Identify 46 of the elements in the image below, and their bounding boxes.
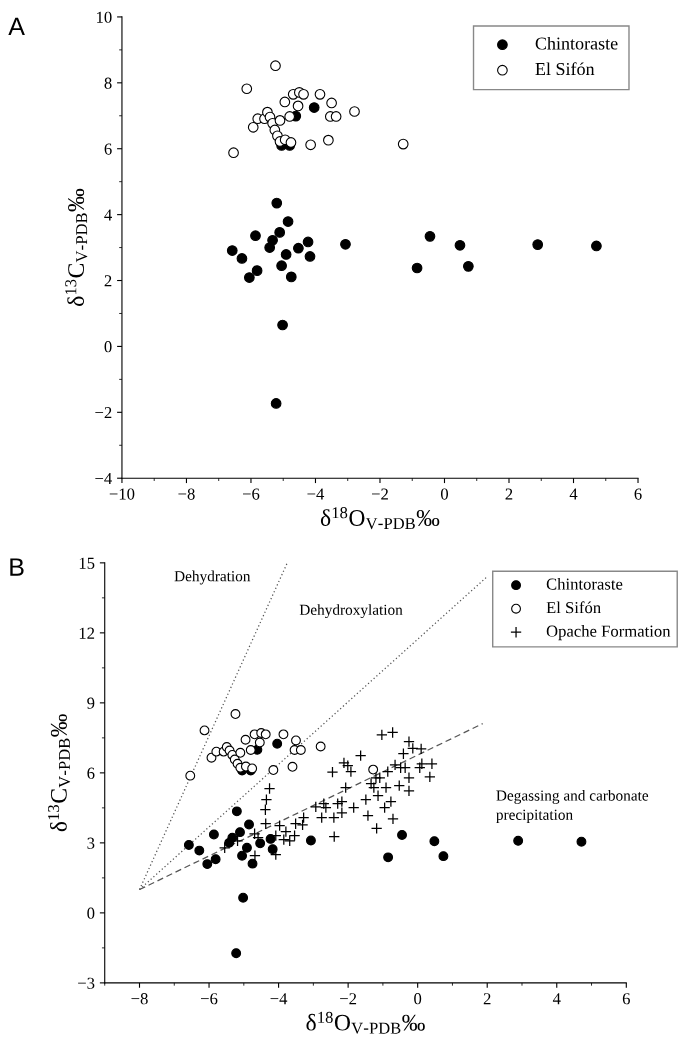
- x-axis-title: δ$^{18}$O$_{V-PDB}$‰: [306, 1011, 425, 1034]
- y-tick-label: 6: [104, 143, 112, 155]
- x-tick-label: −6: [201, 993, 218, 1005]
- x-axis-title: δ$^{18}$O$_{V-PDB}$‰: [320, 507, 440, 530]
- x-tick-label: −2: [340, 993, 357, 1005]
- y-axis-title: δ$^{13}$C$_{V-PDB}$‰: [65, 188, 88, 306]
- x-tick-label: −4: [270, 993, 288, 1005]
- y-tick-label: 8: [104, 77, 112, 89]
- y-axis-title: δ$^{13}$C$_{V-PDB}$‰: [48, 714, 71, 832]
- x-tick-label: 6: [622, 993, 630, 1005]
- x-tick-label: −2: [371, 488, 388, 500]
- y-tick-label: 6: [87, 767, 95, 779]
- y-tick-label: 4: [104, 209, 112, 221]
- chart-title: B: [10, 558, 24, 576]
- chart-title: A: [8, 17, 25, 36]
- y-tick-label: −4: [95, 473, 112, 484]
- legend-label: El Sifón: [546, 601, 601, 614]
- y-tick-label: 3: [87, 837, 95, 849]
- y-tick-label: −3: [78, 977, 95, 989]
- y-tick-label: 2: [104, 275, 112, 287]
- x-tick-label: 2: [505, 488, 513, 500]
- x-tick-label: 4: [569, 488, 578, 500]
- x-tick-label: 0: [440, 488, 449, 500]
- y-tick-label: 0: [104, 341, 112, 353]
- y-tick-label: 15: [79, 557, 95, 569]
- x-tick-label: −8: [178, 488, 195, 500]
- y-tick-label: 10: [97, 11, 112, 23]
- x-tick-label: 4: [552, 993, 561, 1005]
- legend-label: El Sifón: [535, 62, 595, 76]
- x-tick-label: 6: [634, 488, 642, 500]
- legend-label: Chintoraste: [535, 36, 618, 50]
- annotation: Dehydroxylation: [299, 604, 403, 619]
- annotation: Dehydration: [174, 570, 251, 585]
- legend-label: Opache Formation: [546, 625, 671, 641]
- legend-label: Chintoraste: [546, 577, 623, 590]
- y-tick-label: 0: [87, 907, 95, 919]
- y-tick-label: −2: [95, 407, 112, 419]
- y-tick-label: 12: [79, 627, 95, 639]
- y-tick-label: 9: [87, 697, 95, 709]
- x-tick-label: −10: [109, 488, 135, 500]
- x-tick-label: −4: [307, 488, 325, 500]
- x-tick-label: −8: [131, 993, 148, 1005]
- annotation: Degassing and carbonate precipitation: [496, 789, 649, 823]
- x-tick-label: 0: [414, 993, 422, 1005]
- x-tick-label: −6: [242, 488, 260, 500]
- x-tick-label: 2: [483, 993, 491, 1005]
